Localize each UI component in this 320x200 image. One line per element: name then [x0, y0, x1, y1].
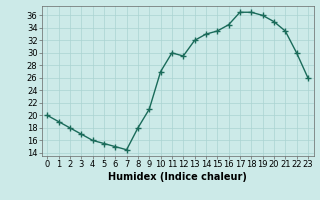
- X-axis label: Humidex (Indice chaleur): Humidex (Indice chaleur): [108, 172, 247, 182]
